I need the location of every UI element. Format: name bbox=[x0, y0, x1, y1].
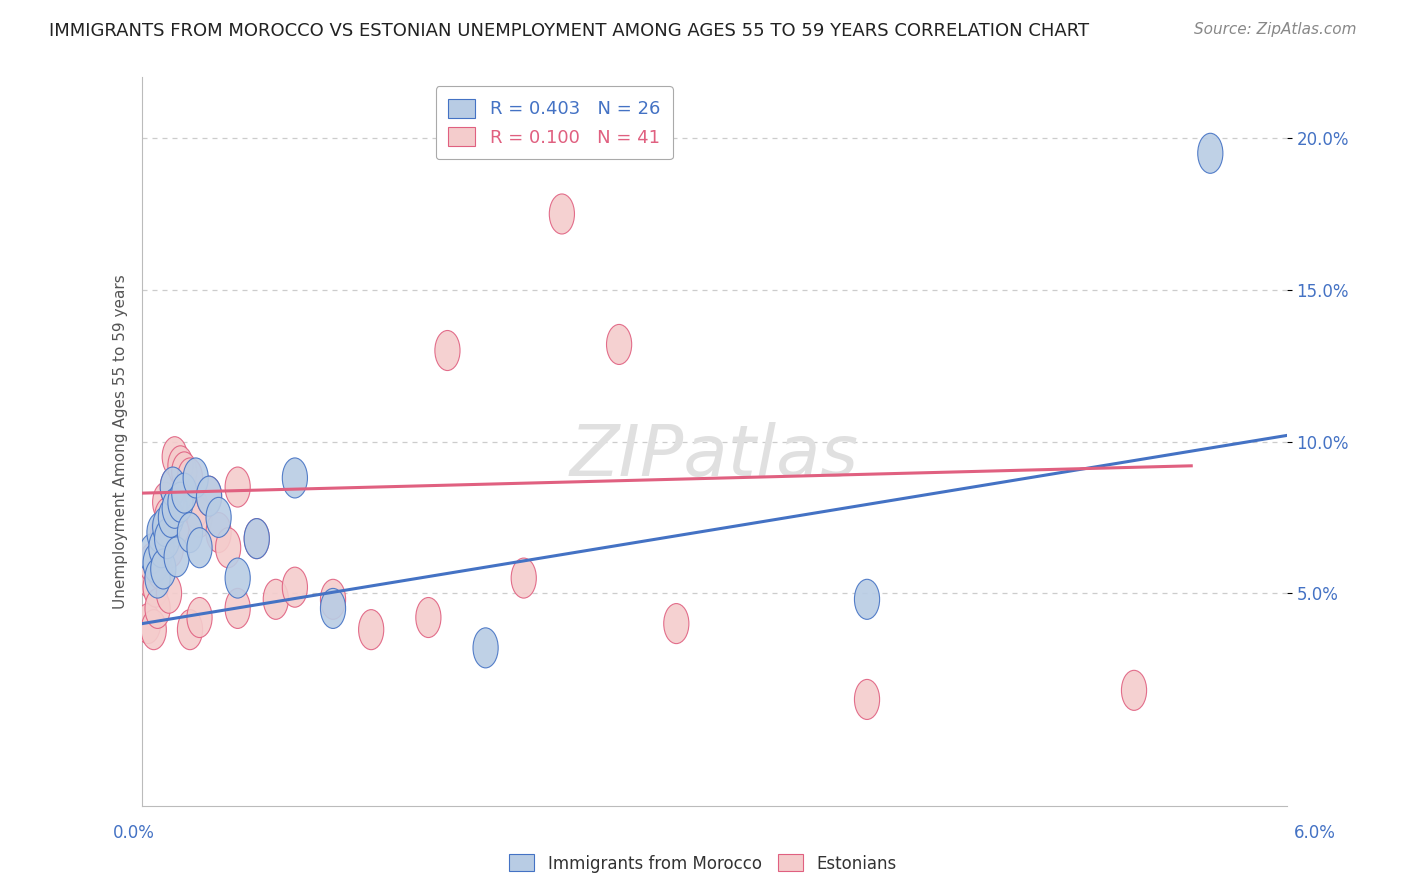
Ellipse shape bbox=[162, 488, 187, 528]
Ellipse shape bbox=[160, 467, 186, 507]
Ellipse shape bbox=[606, 325, 631, 365]
Ellipse shape bbox=[162, 437, 187, 476]
Text: Source: ZipAtlas.com: Source: ZipAtlas.com bbox=[1194, 22, 1357, 37]
Ellipse shape bbox=[150, 513, 176, 552]
Ellipse shape bbox=[156, 574, 181, 614]
Ellipse shape bbox=[172, 473, 197, 513]
Legend: R = 0.403   N = 26, R = 0.100   N = 41: R = 0.403 N = 26, R = 0.100 N = 41 bbox=[436, 87, 673, 160]
Ellipse shape bbox=[512, 558, 536, 599]
Ellipse shape bbox=[165, 537, 190, 577]
Ellipse shape bbox=[177, 609, 202, 649]
Ellipse shape bbox=[321, 589, 346, 629]
Legend: Immigrants from Morocco, Estonians: Immigrants from Morocco, Estonians bbox=[502, 847, 904, 880]
Ellipse shape bbox=[141, 609, 166, 649]
Ellipse shape bbox=[167, 446, 193, 486]
Ellipse shape bbox=[283, 567, 308, 607]
Ellipse shape bbox=[472, 628, 498, 668]
Ellipse shape bbox=[207, 498, 231, 537]
Ellipse shape bbox=[225, 589, 250, 629]
Ellipse shape bbox=[160, 467, 186, 507]
Ellipse shape bbox=[146, 549, 172, 589]
Ellipse shape bbox=[159, 498, 184, 537]
Y-axis label: Unemployment Among Ages 55 to 59 years: Unemployment Among Ages 55 to 59 years bbox=[114, 274, 128, 609]
Ellipse shape bbox=[245, 518, 270, 558]
Ellipse shape bbox=[153, 483, 177, 522]
Ellipse shape bbox=[149, 528, 174, 568]
Ellipse shape bbox=[283, 458, 308, 498]
Ellipse shape bbox=[183, 488, 208, 528]
Text: ZIPatlas: ZIPatlas bbox=[569, 422, 859, 491]
Ellipse shape bbox=[183, 458, 208, 498]
Ellipse shape bbox=[1198, 133, 1223, 173]
Ellipse shape bbox=[167, 483, 193, 522]
Ellipse shape bbox=[855, 680, 880, 720]
Ellipse shape bbox=[187, 528, 212, 568]
Text: 0.0%: 0.0% bbox=[112, 824, 155, 842]
Ellipse shape bbox=[321, 579, 346, 619]
Ellipse shape bbox=[197, 476, 222, 516]
Ellipse shape bbox=[197, 476, 222, 516]
Ellipse shape bbox=[225, 558, 250, 599]
Ellipse shape bbox=[153, 507, 177, 547]
Ellipse shape bbox=[416, 598, 441, 638]
Ellipse shape bbox=[177, 458, 202, 498]
Ellipse shape bbox=[187, 598, 212, 638]
Ellipse shape bbox=[138, 558, 163, 599]
Ellipse shape bbox=[245, 518, 270, 558]
Ellipse shape bbox=[359, 609, 384, 649]
Ellipse shape bbox=[159, 528, 184, 568]
Ellipse shape bbox=[855, 579, 880, 619]
Ellipse shape bbox=[135, 604, 160, 644]
Ellipse shape bbox=[165, 507, 190, 547]
Ellipse shape bbox=[207, 513, 231, 552]
Ellipse shape bbox=[664, 604, 689, 644]
Ellipse shape bbox=[155, 498, 180, 537]
Ellipse shape bbox=[550, 194, 575, 234]
Ellipse shape bbox=[187, 498, 212, 537]
Text: 6.0%: 6.0% bbox=[1294, 824, 1336, 842]
Ellipse shape bbox=[177, 513, 202, 552]
Ellipse shape bbox=[263, 579, 288, 619]
Ellipse shape bbox=[139, 533, 165, 574]
Ellipse shape bbox=[143, 543, 169, 583]
Ellipse shape bbox=[225, 467, 250, 507]
Ellipse shape bbox=[139, 543, 165, 583]
Ellipse shape bbox=[143, 567, 169, 607]
Ellipse shape bbox=[146, 513, 172, 552]
Ellipse shape bbox=[149, 528, 174, 568]
Ellipse shape bbox=[434, 331, 460, 370]
Ellipse shape bbox=[1122, 670, 1147, 710]
Ellipse shape bbox=[145, 558, 170, 599]
Ellipse shape bbox=[172, 452, 197, 491]
Ellipse shape bbox=[145, 589, 170, 629]
Ellipse shape bbox=[155, 518, 180, 558]
Text: IMMIGRANTS FROM MOROCCO VS ESTONIAN UNEMPLOYMENT AMONG AGES 55 TO 59 YEARS CORRE: IMMIGRANTS FROM MOROCCO VS ESTONIAN UNEM… bbox=[49, 22, 1090, 40]
Ellipse shape bbox=[150, 549, 176, 589]
Ellipse shape bbox=[215, 528, 240, 568]
